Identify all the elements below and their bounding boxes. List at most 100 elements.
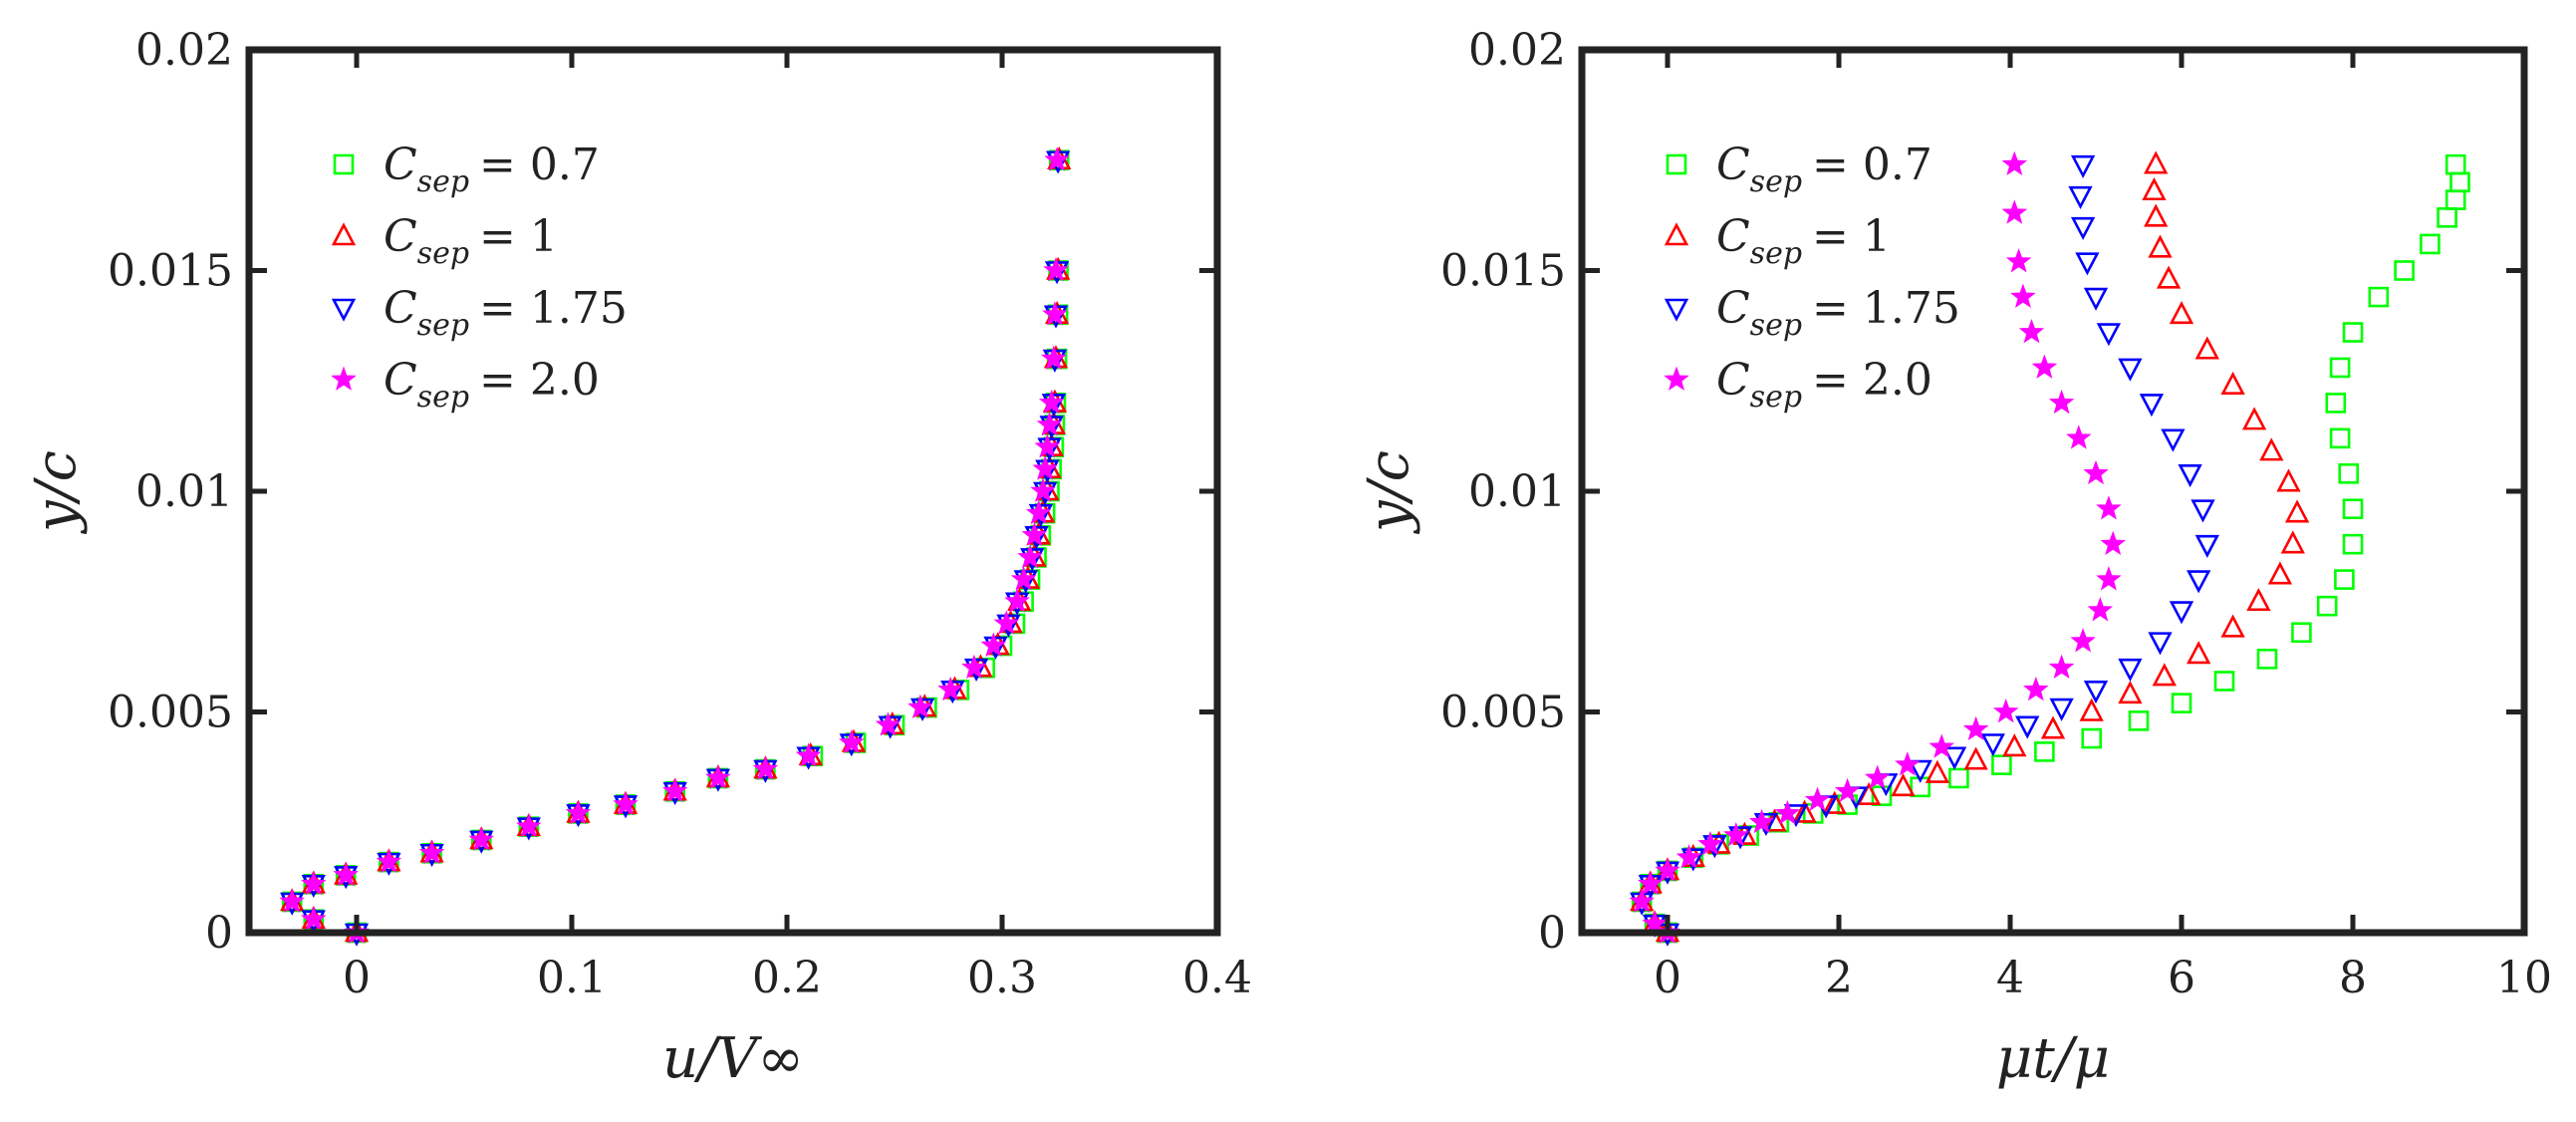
- left-series-4-point: [1043, 257, 1069, 282]
- right-series-1-point: [2394, 260, 2415, 281]
- left-y-axis-label: y/c: [24, 450, 89, 535]
- right-series-3-point: [2187, 570, 2211, 594]
- left-series-1: [281, 149, 1070, 944]
- left-series-4-point: [301, 906, 327, 931]
- right-y-tick-label: 0.015: [1440, 246, 1566, 297]
- right-legend-entry-3: Csep = 1.75: [1716, 283, 1960, 343]
- right-chart: 0 2 4 6 8 10 0 0.005 0.01 0.015 0.02 μt/μ y/c Csep = 0…: [1357, 25, 2552, 1091]
- left-series-2: [280, 145, 1072, 943]
- right-series-2-point: [2144, 203, 2169, 227]
- right-series-1-point: [2329, 427, 2351, 449]
- left-series-4-point: [752, 755, 779, 780]
- left-series-4-point: [1034, 433, 1061, 458]
- left-series-4-point: [875, 711, 902, 736]
- right-series-4-point: [2100, 530, 2126, 556]
- right-series-1-point: [2213, 671, 2235, 692]
- left-series-4-point: [516, 813, 542, 838]
- right-series-1-point: [1991, 754, 2012, 775]
- right-series-1-point: [2316, 595, 2338, 617]
- right-series-1-point: [2291, 622, 2312, 644]
- left-legend-entry-4: Csep = 2.0: [384, 355, 600, 415]
- right-series-4-point: [2001, 199, 2028, 224]
- right-series-4-point: [1962, 715, 1989, 741]
- right-series-4-point: [2001, 150, 2028, 176]
- right-y-tick-label: 0.02: [1468, 25, 1566, 76]
- right-series-3-point: [2070, 216, 2096, 240]
- right-series-3-point: [1908, 759, 1932, 783]
- right-series-3-point: [2178, 463, 2202, 488]
- left-legend: Csep = 0.7 Csep = 1 Csep = 1.75 Csep = 2.0: [331, 140, 628, 415]
- right-series-2-point: [2259, 437, 2284, 461]
- right-series-3-point: [2118, 658, 2143, 682]
- left-series-4-point: [705, 764, 731, 789]
- right-y-tick-label: 0.005: [1440, 688, 1566, 738]
- right-series-3-point: [1941, 746, 1967, 770]
- right-series-3-point: [2068, 185, 2093, 209]
- right-series-3: [1630, 154, 2219, 947]
- right-series-3-point: [2139, 394, 2165, 418]
- right-series-4-point: [1629, 888, 1655, 913]
- left-series-4-point: [418, 839, 445, 865]
- right-series-4: [1629, 150, 2126, 944]
- right-series-2-point: [1925, 759, 1950, 783]
- right-series-1-point: [2256, 649, 2278, 670]
- right-series-3-point: [2194, 534, 2219, 558]
- right-series-1-point: [2342, 498, 2364, 520]
- right-series-4-point: [2048, 389, 2075, 415]
- right-series-2-point: [2187, 641, 2211, 665]
- left-series-3: [280, 150, 1071, 947]
- left-series-4-point: [961, 654, 987, 680]
- left-legend-marker: [333, 153, 355, 175]
- right-series-4-point: [2070, 628, 2096, 653]
- right-series-3-point: [2083, 681, 2109, 704]
- left-series-4-point: [1036, 412, 1063, 436]
- right-series-1-point: [2342, 533, 2364, 555]
- left-legend-marker: [331, 298, 357, 322]
- right-series-2-point: [1792, 799, 1817, 823]
- right-legend: Csep = 0.7 Csep = 1 Csep = 1.75 Csep = 2.0: [1664, 140, 1960, 415]
- left-series-4: [279, 146, 1070, 944]
- left-series-4-point: [279, 888, 305, 913]
- right-x-axis-label: μt/μ: [1996, 1026, 2110, 1091]
- right-series-2-point: [2276, 468, 2301, 492]
- left-series-4-point: [376, 848, 402, 873]
- right-series-4-point: [1895, 751, 1921, 776]
- left-x-tick-label: 0.4: [1182, 953, 1252, 1003]
- right-series-4-point: [2018, 319, 2045, 344]
- left-series-4-point: [1038, 389, 1065, 415]
- right-series-1-point: [2445, 189, 2466, 210]
- left-series-4-point: [468, 826, 495, 851]
- left-y-tick-label: 0.005: [108, 688, 233, 738]
- right-series-2-point: [2144, 150, 2169, 174]
- right-legend-marker: [1664, 366, 1689, 391]
- right-series-2-point: [2148, 234, 2173, 258]
- right-legend-entry-1: Csep = 0.7: [1716, 140, 1932, 199]
- right-series-2-point: [2241, 407, 2267, 430]
- right-series-1-point: [2128, 710, 2150, 731]
- right-series-2-point: [2079, 698, 2104, 721]
- left-series-4-point: [1010, 566, 1037, 591]
- right-series-3-point: [2118, 358, 2143, 382]
- right-series-4-point: [2005, 248, 2032, 273]
- left-series-4-point: [301, 870, 327, 896]
- right-series-2-point: [2220, 614, 2245, 638]
- right-series-4-point: [2096, 566, 2122, 591]
- right-series-4-point: [1642, 910, 1668, 935]
- right-series-1-point: [1948, 767, 1969, 789]
- right-x-tick-label: 6: [2168, 953, 2195, 1003]
- left-series-4-point: [1032, 455, 1058, 480]
- right-series-4-point: [1655, 857, 1680, 882]
- right-series-1-point: [2338, 462, 2359, 484]
- right-series-4-point: [2010, 283, 2036, 308]
- right-y-tick-label: 0: [1538, 908, 1566, 959]
- right-series-2-point: [2156, 265, 2182, 289]
- left-y-tick-label: 0: [205, 908, 233, 959]
- left-series-4-point: [1025, 499, 1052, 525]
- right-series-3-point: [2161, 428, 2186, 452]
- right-series-3-point: [2070, 154, 2096, 178]
- left-x-tick-label: 0: [343, 953, 371, 1003]
- left-chart: 0 0.1 0.2 0.3 0.4 0 0.005 0.01 0.015 0.02 u/V∞ y/c C…: [24, 25, 1252, 1091]
- right-series-2-point: [2267, 561, 2293, 585]
- right-series-1-point: [2325, 393, 2347, 414]
- right-series-2-point: [2284, 499, 2310, 523]
